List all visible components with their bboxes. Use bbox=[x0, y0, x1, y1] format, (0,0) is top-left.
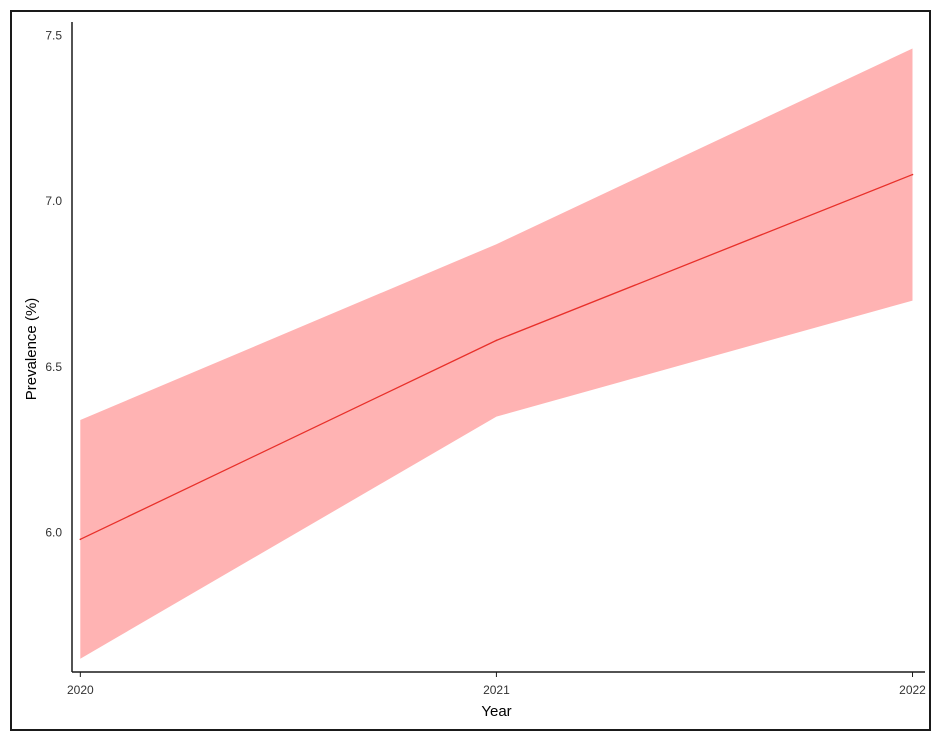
data-point bbox=[79, 538, 82, 541]
x-ticks: 2020 2021 2022 bbox=[67, 672, 926, 697]
x-tick-label: 2021 bbox=[483, 683, 510, 697]
y-tick-label: 6.0 bbox=[45, 526, 62, 540]
trend-line-segment bbox=[496, 173, 913, 341]
x-tick-label: 2022 bbox=[899, 683, 926, 697]
confidence-band bbox=[80, 48, 913, 659]
y-axis-title: Prevalence (%) bbox=[23, 298, 40, 401]
x-axis-title: Year bbox=[481, 703, 511, 720]
y-ticks: 6.0 6.5 7.0 7.5 bbox=[45, 28, 62, 539]
data-point bbox=[495, 339, 498, 342]
y-tick-label: 7.5 bbox=[45, 28, 62, 42]
trend-line-layer bbox=[79, 173, 914, 541]
y-tick-label: 7.0 bbox=[45, 194, 62, 208]
confidence-band-layer bbox=[80, 48, 913, 659]
data-point bbox=[911, 173, 914, 176]
x-tick-label: 2020 bbox=[67, 683, 94, 697]
trend-line-segment bbox=[80, 339, 497, 540]
y-tick-label: 6.5 bbox=[45, 360, 62, 374]
